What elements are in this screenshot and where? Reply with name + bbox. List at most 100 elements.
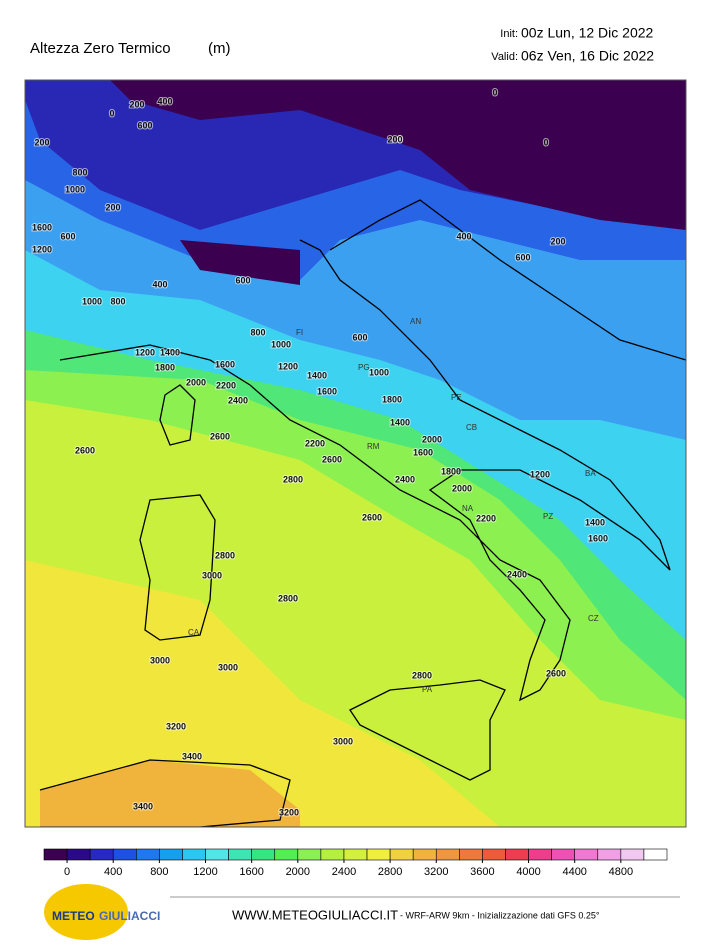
- colorbar-swatch: [528, 848, 552, 861]
- colorbar-label: 4400: [562, 866, 586, 878]
- colorbar-label: 1600: [239, 866, 263, 878]
- contour-label: 0: [492, 87, 497, 97]
- colorbar-swatch: [228, 848, 252, 861]
- colorbar-label: 2000: [286, 866, 310, 878]
- colorbar-label: 800: [150, 866, 168, 878]
- contour-label: 3400: [182, 751, 202, 761]
- colorbar-label: 2800: [378, 866, 402, 878]
- contour-label: 1200: [278, 361, 298, 371]
- city-label: PZ: [543, 512, 553, 521]
- colorbar-swatch: [482, 848, 506, 861]
- colorbar-swatch: [135, 848, 160, 861]
- contour-label: 1000: [65, 184, 85, 194]
- contour-label: 2800: [278, 593, 298, 603]
- valid: 06z Ven, 16 Dic 2022: [521, 48, 654, 64]
- city-label: CB: [466, 423, 477, 432]
- colorbar-swatch: [551, 848, 576, 861]
- city-label: CZ: [588, 614, 599, 623]
- contour-label: 1800: [441, 466, 461, 476]
- band: [110, 80, 686, 230]
- contour-label: 1200: [530, 469, 550, 479]
- contour-label: 200: [34, 137, 49, 147]
- colorbar-label: 4000: [516, 866, 540, 878]
- colorbar-label: 3200: [424, 866, 448, 878]
- city-label: PE: [451, 393, 462, 402]
- contour-label: 800: [110, 296, 125, 306]
- city-label: FI: [296, 328, 303, 337]
- contour-label: 1800: [155, 362, 175, 372]
- contour-label: 1600: [413, 447, 433, 457]
- colorbar-swatch: [89, 848, 114, 861]
- logo-text: METEO: [52, 909, 95, 923]
- contour-label: 2600: [210, 431, 230, 441]
- colorbar-swatch: [597, 848, 622, 861]
- contour-label: 800: [72, 167, 87, 177]
- contour-label: 1600: [588, 533, 608, 543]
- colorbar-swatch: [643, 848, 668, 861]
- contour-label: 400: [152, 279, 167, 289]
- contour-label: 200: [550, 236, 565, 246]
- contour-label: 400: [456, 231, 471, 241]
- colorbar-swatch: [251, 848, 276, 861]
- contour-label: 0: [397, 134, 402, 144]
- colorbar-label: 1200: [193, 866, 217, 878]
- colorbar-label: 3600: [470, 866, 494, 878]
- contour-label: 600: [515, 252, 530, 262]
- colorbar-swatch: [205, 848, 229, 861]
- city-label: PA: [422, 685, 433, 694]
- contour-label: 3400: [133, 801, 153, 811]
- contour-label: 3000: [218, 662, 238, 672]
- contour-label: 2600: [546, 668, 566, 678]
- colorbar-label: 2400: [332, 866, 356, 878]
- contour-label: 200: [387, 134, 402, 144]
- band: [25, 560, 500, 827]
- footer: METEO GIULIACCI WWW.METEOGIULIACCI.IT - …: [44, 884, 680, 940]
- contour-label: 1600: [32, 222, 52, 232]
- map: 200 4006000200800100060012001600200020040…: [24, 79, 687, 828]
- band: [180, 240, 300, 285]
- city-label: AN: [410, 317, 421, 326]
- contour-label: 3000: [150, 655, 170, 665]
- colorbar-swatch: [389, 848, 414, 861]
- logo-sun: [44, 884, 128, 940]
- contour-label: 600: [235, 275, 250, 285]
- contour-label: 1000: [271, 339, 291, 349]
- contour-label: 2800: [215, 550, 235, 560]
- contour-label: 0: [543, 137, 548, 147]
- colorbar-swatch: [182, 848, 206, 861]
- contour-label: 1200: [32, 244, 52, 254]
- contour-label: 1600: [317, 386, 337, 396]
- coastline: [39, 199, 686, 827]
- contour-label: 800: [250, 327, 265, 337]
- contour-label: 1600: [215, 359, 235, 369]
- site: WWW.METEOGIULIACCI.IT: [232, 907, 398, 922]
- map-frame: [24, 79, 687, 828]
- logo-text: GIULIACCI: [99, 909, 160, 923]
- contour-label: 3000: [202, 570, 222, 580]
- contour-label: 3200: [166, 721, 186, 731]
- contour-label: 600: [352, 332, 367, 342]
- colorbar-swatch: [320, 848, 345, 861]
- colorbar: 0 400 800 1200 1600 2000 2400 2800 3200 3600 4000 4…: [43, 848, 668, 878]
- colorbar-swatch: [366, 848, 391, 861]
- title: Altezza Zero Termico: [30, 40, 171, 57]
- colorbar-swatch: [459, 848, 483, 861]
- init-label: Init:: [500, 28, 518, 40]
- contour-label: 1800: [382, 394, 402, 404]
- contour-label: 2000: [186, 377, 206, 387]
- contour-label: 2000: [452, 483, 472, 493]
- city-label: RM: [367, 442, 380, 451]
- init: 00z Lun, 12 Dic 2022: [521, 25, 654, 41]
- colorbar-swatch: [274, 848, 299, 861]
- contour-label: 2400: [228, 395, 248, 405]
- colorbar-swatch: [574, 848, 599, 861]
- city-label: PG: [358, 363, 370, 372]
- colorbar-label: 0: [64, 866, 70, 878]
- contour-label: 1000: [369, 367, 389, 377]
- contour-label: 1400: [307, 370, 327, 380]
- colorbar-swatch: [435, 848, 460, 861]
- contour-label: 2200: [476, 513, 496, 523]
- city-label: CA: [188, 628, 200, 637]
- contour-label: 400: [157, 96, 172, 106]
